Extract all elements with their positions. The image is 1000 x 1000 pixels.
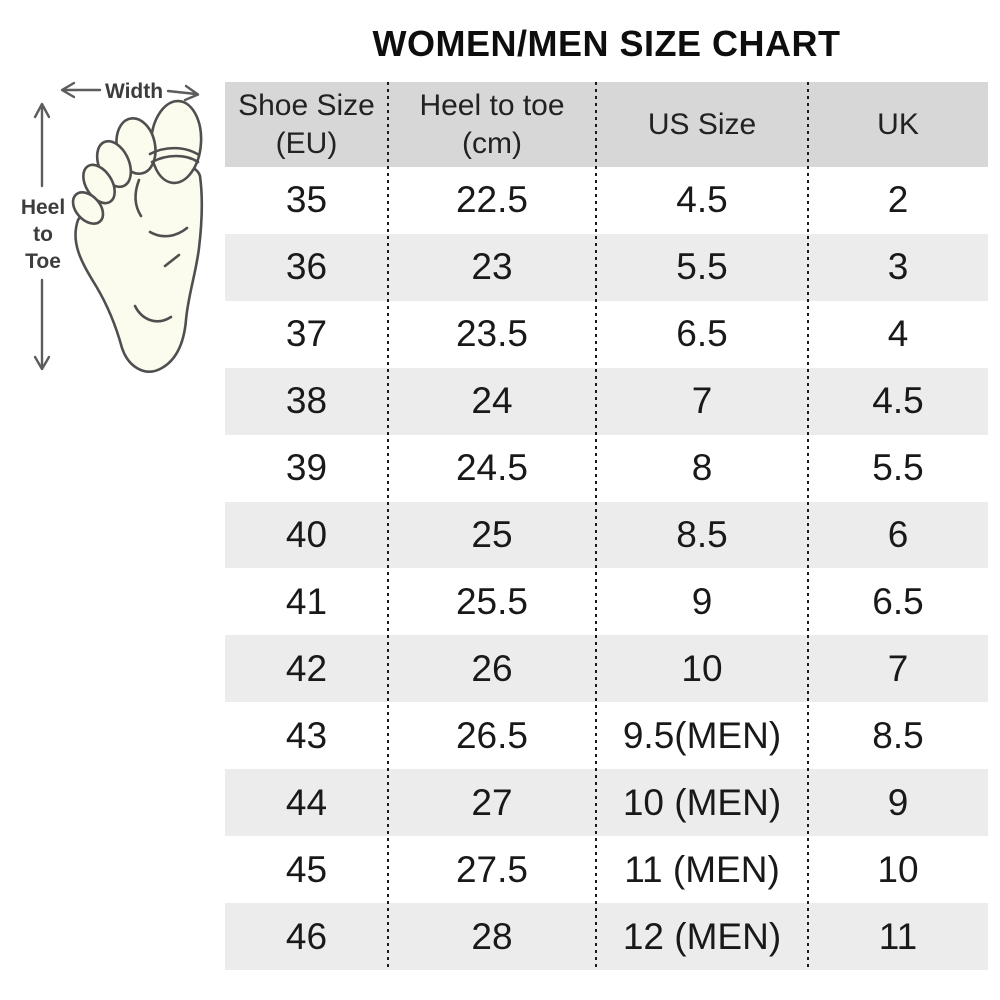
table-cell: 28 bbox=[471, 915, 513, 957]
column-divider bbox=[387, 82, 389, 970]
table-cell: 42 bbox=[285, 647, 328, 689]
table-cell: 8 bbox=[691, 447, 713, 489]
table-cell: 10 bbox=[877, 848, 919, 890]
header-line: Heel to toe bbox=[419, 88, 565, 122]
header-cell-heel-to-toe: Heel to toe (cm) bbox=[388, 82, 596, 167]
header-line: (EU) bbox=[275, 126, 338, 160]
table-row: 44 27 10 (MEN) 9 bbox=[225, 769, 988, 837]
table-cell: 23 bbox=[471, 246, 513, 288]
fourth-toe bbox=[82, 163, 116, 205]
table-body: 35 22.5 4.5 2 36 23 5.5 3 37 23.5 6.5 4 38 24 7 4.5 39 24… bbox=[225, 167, 988, 970]
table-row: 36 23 5.5 3 bbox=[225, 233, 988, 301]
heel-to-toe-arrow bbox=[33, 102, 51, 371]
table-cell: 39 bbox=[285, 447, 328, 489]
table-cell: 10 (MEN) bbox=[622, 781, 782, 823]
foot-illustration bbox=[71, 99, 204, 373]
header-cell-us-size: US Size bbox=[596, 82, 808, 167]
table-cell: 25.5 bbox=[455, 580, 528, 622]
table-row: 43 26.5 9.5(MEN) 8.5 bbox=[225, 702, 988, 769]
table-row: 40 25 8.5 6 bbox=[225, 501, 988, 569]
table-cell: 9 bbox=[887, 781, 909, 823]
table-row: 39 24.5 8 5.5 bbox=[225, 435, 988, 502]
table-cell: 24 bbox=[471, 380, 513, 422]
table-cell: 4.5 bbox=[676, 179, 728, 221]
foot-crease-lines bbox=[133, 146, 201, 323]
measurement-arrows bbox=[33, 81, 200, 371]
page-title: WOMEN/MEN SIZE CHART bbox=[372, 23, 841, 64]
table-cell: 41 bbox=[285, 580, 328, 622]
table-cell: 23.5 bbox=[455, 313, 528, 355]
table-cell: 25 bbox=[471, 514, 513, 556]
table-cell: 43 bbox=[285, 714, 328, 756]
table-cell: 10 bbox=[681, 647, 723, 689]
table-row: 45 27.5 11 (MEN) 10 bbox=[225, 836, 988, 903]
table-cell: 46 bbox=[285, 915, 328, 957]
table-cell: 6 bbox=[887, 514, 909, 556]
toe-label: Toe bbox=[25, 250, 61, 273]
table-row: 35 22.5 4.5 2 bbox=[225, 167, 988, 234]
header-line: US Size bbox=[647, 107, 757, 141]
diagram-labels: Width Heel to Toe bbox=[21, 80, 163, 273]
table-row: 37 23.5 6.5 4 bbox=[225, 301, 988, 368]
table-cell: 12 (MEN) bbox=[622, 915, 782, 957]
table-cell: 26.5 bbox=[455, 714, 528, 756]
table-cell: 9.5(MEN) bbox=[622, 714, 782, 756]
table-cell: 3 bbox=[887, 246, 909, 288]
table-cell: 38 bbox=[285, 380, 328, 422]
table-cell: 24.5 bbox=[455, 447, 528, 489]
foot-measurement-diagram: Width Heel to Toe bbox=[21, 80, 204, 373]
table-cell: 4 bbox=[887, 313, 909, 355]
size-table: Shoe Size (EU) Heel to toe (cm) US Size … bbox=[225, 82, 988, 970]
table-cell: 6.5 bbox=[872, 580, 924, 622]
table-cell: 9 bbox=[691, 580, 713, 622]
table-cell: 27 bbox=[471, 781, 513, 823]
width-arrow-right bbox=[166, 84, 200, 102]
table-cell: 6.5 bbox=[676, 313, 728, 355]
header-line: (cm) bbox=[462, 126, 522, 160]
table-cell: 44 bbox=[285, 781, 328, 823]
table-cell: 7 bbox=[691, 380, 713, 422]
table-cell: 2 bbox=[887, 179, 909, 221]
pinky-toe bbox=[71, 191, 105, 225]
table-cell: 5.5 bbox=[872, 447, 924, 489]
table-row: 46 28 12 (MEN) 11 bbox=[225, 903, 988, 970]
table-row: 38 24 7 4.5 bbox=[225, 367, 988, 435]
table-cell: 37 bbox=[285, 313, 328, 355]
table-header-row: Shoe Size (EU) Heel to toe (cm) US Size … bbox=[225, 82, 988, 167]
table-cell: 35 bbox=[285, 179, 328, 221]
to-label: to bbox=[33, 223, 53, 246]
table-cell: 8.5 bbox=[676, 514, 728, 556]
table-cell: 36 bbox=[285, 246, 328, 288]
column-divider bbox=[595, 82, 597, 970]
table-cell: 11 (MEN) bbox=[624, 848, 780, 890]
width-arrow-left bbox=[60, 81, 102, 99]
table-cell: 26 bbox=[471, 647, 513, 689]
header-line: UK bbox=[877, 107, 919, 141]
header-cell-shoe-size-eu: Shoe Size (EU) bbox=[225, 82, 388, 167]
table-cell: 27.5 bbox=[455, 848, 528, 890]
table-cell: 45 bbox=[285, 848, 328, 890]
heel-label: Heel bbox=[21, 196, 65, 219]
header-line: Shoe Size bbox=[238, 88, 375, 122]
table-row: 41 25.5 9 6.5 bbox=[225, 568, 988, 635]
table-cell: 22.5 bbox=[455, 179, 528, 221]
table-cell: 40 bbox=[285, 514, 328, 556]
column-divider bbox=[807, 82, 809, 970]
table-cell: 4.5 bbox=[872, 380, 924, 422]
table-cell: 8.5 bbox=[872, 714, 924, 756]
table-cell: 11 bbox=[878, 915, 918, 957]
table-cell: 7 bbox=[887, 647, 909, 689]
width-label: Width bbox=[105, 80, 163, 103]
header-cell-uk: UK bbox=[808, 82, 988, 167]
table-cell: 5.5 bbox=[676, 246, 728, 288]
table-row: 42 26 10 7 bbox=[225, 635, 988, 703]
